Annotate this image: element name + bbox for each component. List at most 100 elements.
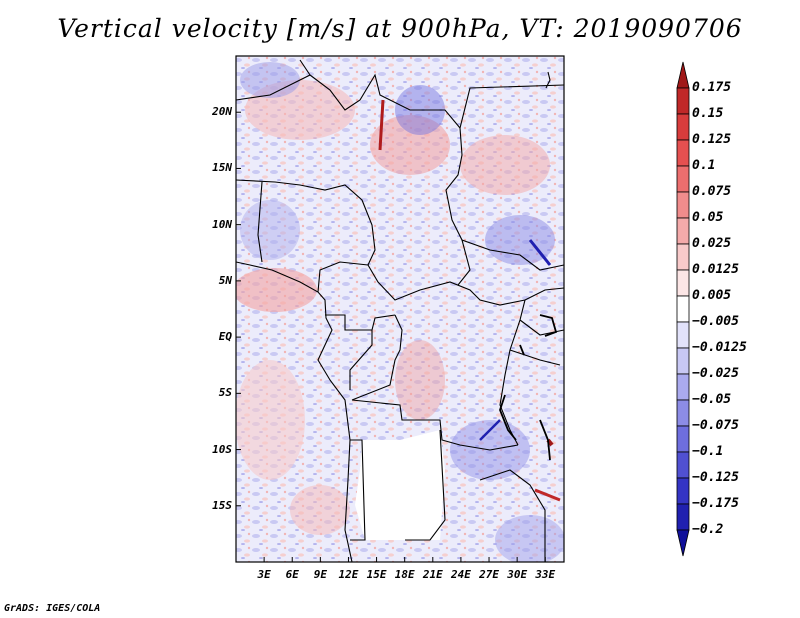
colorbar-swatch xyxy=(676,139,690,167)
lon-label: 9E xyxy=(313,568,327,581)
border-zambia xyxy=(405,429,446,541)
colorbar-label: −0.075 xyxy=(692,418,739,433)
lat-label: 5N xyxy=(218,273,232,287)
descent-streak xyxy=(479,419,501,441)
border-angola-drc xyxy=(351,399,519,451)
chart-title: Vertical velocity [m/s] at 900hPa, VT: 2… xyxy=(57,14,743,43)
colorbar-swatch xyxy=(676,451,690,479)
colorbar-label: −0.005 xyxy=(692,314,739,329)
colorbar-label: 0.05 xyxy=(692,210,724,225)
lake-tanganyika xyxy=(499,394,517,441)
lake-victoria xyxy=(539,314,558,337)
lon-label: 33E xyxy=(535,568,556,581)
colorbar-label: −0.1 xyxy=(692,444,724,459)
border-south-sudan xyxy=(457,239,471,286)
colorbar-label: 0.1 xyxy=(692,158,716,173)
colorbar-label: −0.125 xyxy=(692,470,739,485)
colorbar-swatch xyxy=(676,269,690,297)
ascent-region-sudan xyxy=(460,135,550,195)
lat-label: 5S xyxy=(218,386,232,400)
border-cameroon xyxy=(317,261,369,293)
border-niger-nigeria xyxy=(236,179,376,266)
colorbar-label: 0.025 xyxy=(692,236,732,251)
colorbar-label: 0.0125 xyxy=(692,262,739,277)
lake-malawi xyxy=(539,419,551,461)
lon-label: 27E xyxy=(479,568,499,581)
colorbar-swatch xyxy=(676,217,690,245)
lake-kivu xyxy=(519,344,525,356)
colorbar-swatch xyxy=(676,399,690,427)
ascent-streak xyxy=(534,488,561,502)
colorbar-swatch xyxy=(676,191,690,219)
ascent-region-chad xyxy=(370,115,450,175)
descent-region-south xyxy=(495,515,564,562)
lon-label: 6E xyxy=(285,568,299,581)
colorbar-label: −0.025 xyxy=(692,366,739,381)
lakes xyxy=(499,314,558,461)
lon-label: 3E xyxy=(257,568,271,581)
border-tanzania xyxy=(509,349,561,366)
lon-label: 30E xyxy=(507,568,528,581)
border-zimbabwe xyxy=(479,469,546,562)
colorbar xyxy=(676,61,690,557)
descent-region-nw xyxy=(240,62,300,98)
border-algeria xyxy=(236,59,311,101)
ascent-region-namibia xyxy=(290,485,350,535)
colorbar-label: 0.175 xyxy=(692,80,732,95)
lat-label: 10S xyxy=(212,442,232,456)
plot-frame xyxy=(235,55,565,563)
lat-label: EQ xyxy=(218,330,232,344)
lat-label: 15S xyxy=(212,498,232,512)
lat-label: 10N xyxy=(212,217,232,231)
colorbar-swatch xyxy=(676,243,690,271)
border-nile-delta xyxy=(545,71,551,89)
colorbar-swatch xyxy=(676,425,690,453)
descent-region-nigeria xyxy=(240,200,300,260)
border-namibia xyxy=(350,439,366,541)
border-car xyxy=(367,264,526,306)
colorbar-swatch xyxy=(676,347,690,375)
border-sahel xyxy=(309,73,564,271)
colorbar-swatch xyxy=(676,503,690,531)
colorbar-label: 0.15 xyxy=(692,106,724,121)
ascent-streak xyxy=(378,99,385,151)
colorbar-label: −0.05 xyxy=(692,392,732,407)
colorbar-swatch xyxy=(676,165,690,193)
lon-label: 18E xyxy=(394,568,415,581)
ascent-region-congo xyxy=(395,340,445,420)
border-gabon xyxy=(325,314,396,331)
lon-label: 12E xyxy=(338,568,359,581)
colorbar-swatch xyxy=(676,321,690,349)
descent-streak xyxy=(528,239,552,266)
ascent-region-gulf xyxy=(236,268,317,312)
country-borders xyxy=(236,59,564,562)
border-congo xyxy=(349,330,373,390)
colorbar-label: −0.175 xyxy=(692,496,739,511)
colorbar-label: 0.075 xyxy=(692,184,732,199)
coastline xyxy=(236,261,353,562)
colorbar-swatch xyxy=(676,477,690,505)
lon-label: 24E xyxy=(450,568,471,581)
lat-label: 20N xyxy=(212,105,232,119)
lon-label: 15E xyxy=(366,568,387,581)
lon-label: 21E xyxy=(422,568,443,581)
colorbar-label: −0.2 xyxy=(692,522,724,537)
colorbar-label: 0.005 xyxy=(692,288,732,303)
border-benin xyxy=(257,181,263,263)
near-zero-region xyxy=(355,430,445,540)
grads-credit: GrADS: IGES/COLA xyxy=(4,603,101,614)
colorbar-label: −0.0125 xyxy=(692,340,747,355)
border-egypt-sudan xyxy=(459,84,564,129)
axis-ticks xyxy=(236,111,546,562)
colorbar-swatch xyxy=(676,529,690,557)
border-uganda xyxy=(524,287,564,301)
border-drc-west xyxy=(351,314,403,401)
lat-label: 15N xyxy=(212,161,232,175)
colorbar-swatch xyxy=(676,61,690,89)
vertical-velocity-field xyxy=(236,56,564,562)
colorbar-swatch xyxy=(676,113,690,141)
colorbar-swatch xyxy=(676,373,690,401)
colorbar-swatch xyxy=(676,87,690,115)
colorbar-label: 0.125 xyxy=(692,132,732,147)
